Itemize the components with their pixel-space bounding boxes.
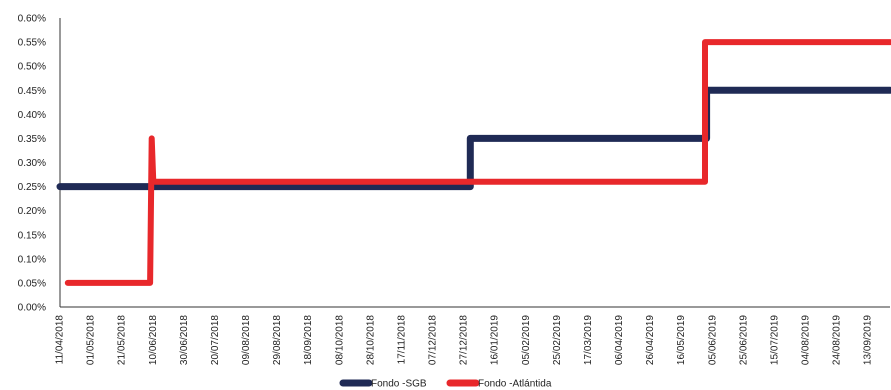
x-tick-label: 09/08/2018: [241, 315, 252, 365]
y-tick-label: 0.00%: [18, 303, 46, 314]
y-tick-label: 0.15%: [18, 230, 46, 241]
x-tick-label: 17/11/2018: [396, 315, 407, 365]
x-tick-label: 26/04/2019: [645, 315, 656, 365]
legend-label: Fondo -SGB: [371, 379, 427, 390]
x-tick-label: 27/12/2018: [459, 315, 470, 365]
y-tick-label: 0.40%: [18, 110, 46, 121]
x-tick-label: 30/06/2018: [179, 315, 190, 365]
legend: Fondo -SGB Fondo -Atlántida: [339, 379, 552, 390]
x-tick-label: 25/06/2019: [738, 315, 749, 365]
x-tick-label: 08/10/2018: [334, 315, 345, 365]
x-tick-label: 13/09/2019: [863, 315, 874, 365]
y-tick-label: 0.25%: [18, 182, 46, 193]
y-axis: 0.00% 0.05% 0.10% 0.15% 0.20% 0.25% 0.30% 0.35%…: [18, 14, 61, 314]
legend-label: Fondo -Atlántida: [478, 379, 552, 390]
x-axis: 11/04/2018 01/05/2018 21/05/2018 10/06/2018…: [55, 306, 890, 365]
y-tick-label: 0.35%: [18, 134, 46, 145]
y-tick-label: 0.30%: [18, 158, 46, 169]
series-layer: [56, 39, 891, 286]
series-line-fondo-atlantida: [64, 39, 891, 286]
x-tick-label: 20/07/2018: [210, 315, 221, 365]
x-tick-label: 06/04/2019: [614, 315, 625, 365]
x-tick-label: 25/02/2019: [552, 315, 563, 365]
x-tick-label: 24/08/2019: [832, 315, 843, 365]
y-tick-label: 0.10%: [18, 254, 46, 265]
y-tick-label: 0.60%: [18, 14, 46, 25]
x-tick-label: 05/06/2019: [707, 315, 718, 365]
y-tick-label: 0.50%: [18, 62, 46, 73]
y-tick-label: 0.05%: [18, 278, 46, 289]
x-tick-label: 11/04/2018: [55, 315, 66, 365]
x-tick-label: 04/08/2019: [801, 315, 812, 365]
x-tick-label: 16/05/2019: [676, 315, 687, 365]
x-tick-label: 05/02/2019: [521, 315, 532, 365]
x-tick-label: 29/08/2018: [272, 315, 283, 365]
x-tick-label: 16/01/2019: [490, 315, 501, 365]
y-tick-label: 0.45%: [18, 86, 46, 97]
x-tick-label: 10/06/2018: [148, 315, 159, 365]
x-tick-label: 17/03/2019: [583, 315, 594, 365]
x-tick-label: 15/07/2019: [769, 315, 780, 365]
x-tick-label: 07/12/2018: [428, 315, 439, 365]
y-tick-label: 0.20%: [18, 206, 46, 217]
x-tick-label: 21/05/2018: [117, 315, 128, 365]
series-line-fondo-sgb: [56, 86, 891, 191]
x-tick-label: 28/10/2018: [365, 315, 376, 365]
x-tick-label: 18/09/2018: [303, 315, 314, 365]
x-tick-label: 01/05/2018: [86, 315, 97, 365]
y-tick-label: 0.55%: [18, 38, 46, 49]
